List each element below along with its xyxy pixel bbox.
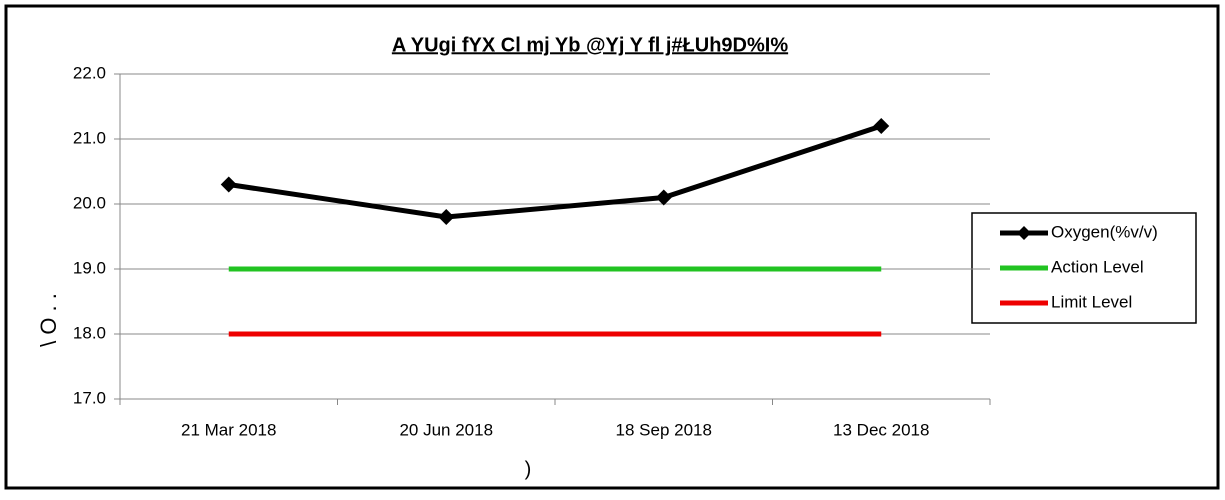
series-line (228, 123, 883, 220)
chart-title: A YUgi fYX Cl mj Yb @Yj Y fl j#ŁUh9D%I% (392, 34, 788, 56)
x-axis-label: ) (525, 458, 532, 480)
y-tick-label: 18.0 (73, 323, 106, 342)
x-tick-label: 21 Mar 2018 (181, 420, 276, 439)
y-tick-label: 19.0 (73, 258, 106, 277)
y-tick-label: 21.0 (73, 128, 106, 147)
y-tick-label: 17.0 (73, 388, 106, 407)
y-tick-label: 20.0 (73, 193, 106, 212)
legend-label: Limit Level (1051, 292, 1132, 311)
x-tick-label: 20 Jun 2018 (399, 420, 493, 439)
y-tick-label: 22.0 (73, 63, 106, 82)
data-point (873, 118, 890, 134)
y-axis-label: \ O . . (36, 293, 61, 347)
data-point (438, 209, 455, 225)
data-point (655, 189, 672, 206)
data-point (220, 176, 237, 193)
legend-label: Action Level (1051, 257, 1144, 276)
legend-label: Oxygen(%v/v) (1051, 222, 1158, 241)
x-tick-label: 18 Sep 2018 (616, 420, 712, 439)
x-tick-label: 13 Dec 2018 (833, 420, 929, 439)
legend-marker (1017, 226, 1031, 240)
